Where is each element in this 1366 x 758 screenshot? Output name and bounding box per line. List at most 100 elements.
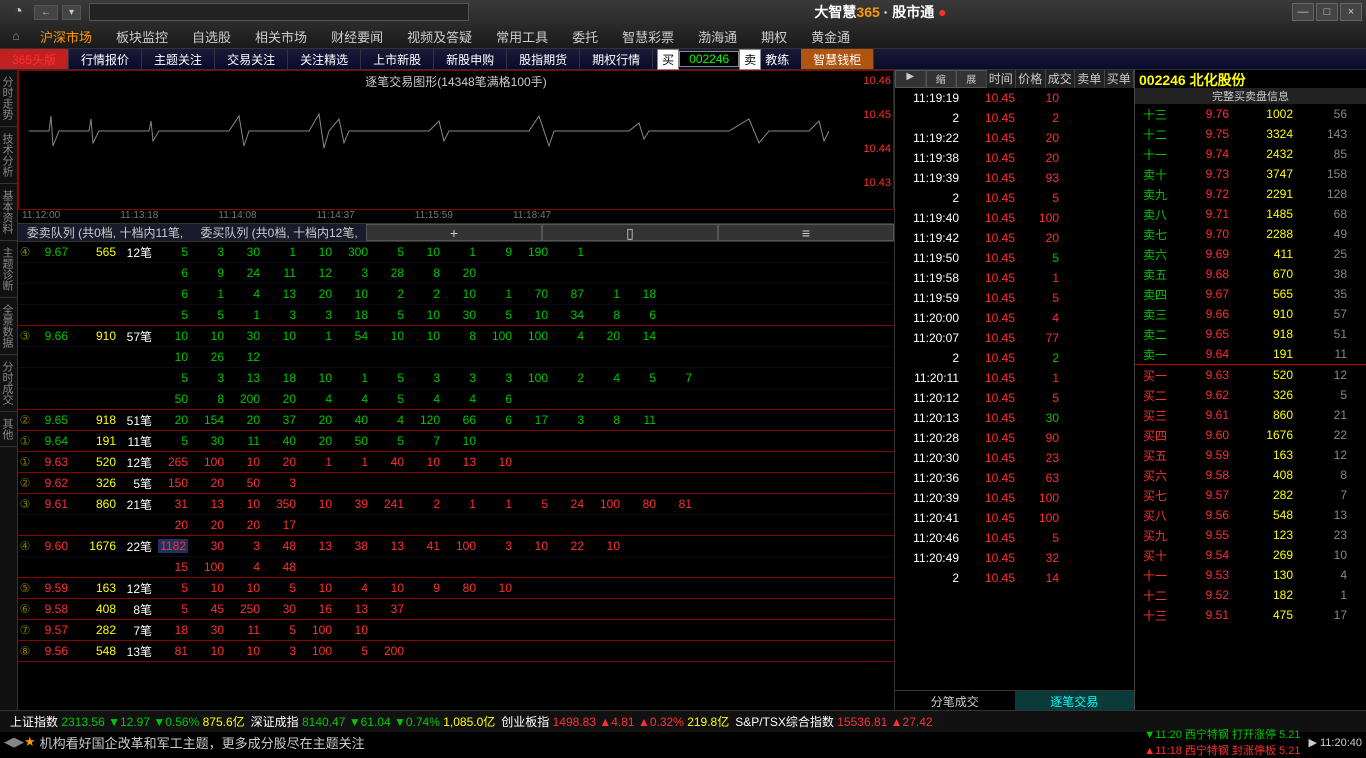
- queue-add-button[interactable]: +: [366, 224, 542, 241]
- grid-row: 69241112328820: [18, 263, 894, 284]
- menu-9[interactable]: 渤海通: [686, 27, 749, 46]
- index-item[interactable]: 创业板指 1498.83 ▲4.81 ▲0.32% 219.8亿: [495, 713, 729, 730]
- menu-5[interactable]: 视频及答疑: [395, 27, 484, 46]
- tool-2[interactable]: 主题关注: [142, 49, 215, 69]
- buy-level-row[interactable]: 十三9.5147517: [1135, 605, 1366, 625]
- buy-queue-label: 委买队列 (共0档, 十档内12笔, 43.3手/笔): [192, 224, 366, 241]
- trade-row: 11:19:5810.451: [895, 268, 1134, 288]
- trade-row: 11:19:3810.4520: [895, 148, 1134, 168]
- buy-level-row[interactable]: 十二9.521821: [1135, 585, 1366, 605]
- zoom-in-button[interactable]: 缩: [926, 70, 957, 88]
- tool-6[interactable]: 新股申购: [434, 49, 507, 69]
- stock-code-input[interactable]: [679, 51, 739, 67]
- sell-level-row[interactable]: 卖九9.722291128: [1135, 184, 1366, 204]
- sell-level-row[interactable]: 卖五9.6867038: [1135, 264, 1366, 284]
- trades-tab-detail[interactable]: 逐笔交易: [1015, 691, 1135, 710]
- trades-panel: ▶ 缩 展 时间 价格 成交 卖单 买单 11:19:1910.4510210.…: [894, 70, 1134, 710]
- menu-10[interactable]: 期权: [749, 27, 799, 46]
- vtab-5[interactable]: 分时成交: [0, 355, 17, 412]
- grid-row: ②9.6591851笔20154203720404120666173811: [18, 410, 894, 431]
- menu-0[interactable]: 沪深市场: [28, 27, 104, 46]
- trades-scroll-button[interactable]: ▶: [895, 70, 926, 88]
- index-item[interactable]: 深证成指 8140.47 ▼61.04 ▼0.74% 1,085.0亿: [245, 713, 496, 730]
- sell-level-row[interactable]: 卖三9.6691057: [1135, 304, 1366, 324]
- menu-4[interactable]: 财经要闻: [319, 27, 395, 46]
- buy-level-row[interactable]: 买一9.6352012: [1135, 365, 1366, 385]
- sell-level-row[interactable]: 十一9.74243285: [1135, 144, 1366, 164]
- news-alert-1: ▼11:20 西宁特钢 打开涨停 5.21: [1144, 726, 1300, 742]
- index-item[interactable]: S&P/TSX综合指数 15536.81 ▲27.42: [729, 713, 932, 730]
- grid-row: 20202017: [18, 515, 894, 536]
- menu-7[interactable]: 委托: [560, 27, 610, 46]
- back-button[interactable]: ←: [34, 5, 58, 20]
- buy-level-row[interactable]: 买五9.5916312: [1135, 445, 1366, 465]
- tool-0[interactable]: 365头版: [0, 49, 69, 69]
- tool-5[interactable]: 上市新股: [361, 49, 434, 69]
- toolbar: 365头版行情报价主题关注交易关注关注精选上市新股新股申购股指期货期权行情 买 …: [0, 48, 1366, 70]
- menu-1[interactable]: 板块监控: [104, 27, 180, 46]
- queue-menu-button[interactable]: ≡: [718, 224, 894, 241]
- app-logo-icon: ◔: [4, 3, 32, 21]
- trade-row: 11:19:4210.4520: [895, 228, 1134, 248]
- sell-level-row[interactable]: 卖四9.6756535: [1135, 284, 1366, 304]
- forward-button[interactable]: ▾: [62, 5, 81, 20]
- sell-level-row[interactable]: 卖十9.733747158: [1135, 164, 1366, 184]
- vtab-1[interactable]: 技术分析: [0, 127, 17, 184]
- trade-row: 210.455: [895, 188, 1134, 208]
- tick-chart[interactable]: 逐笔交易图形(14348笔满格100手) 10.4610.4510.4410.4…: [18, 70, 894, 210]
- menu-8[interactable]: 智慧彩票: [610, 27, 686, 46]
- buy-button[interactable]: 买: [657, 49, 679, 70]
- sell-level-row[interactable]: 卖七9.70228849: [1135, 224, 1366, 244]
- address-input[interactable]: [89, 3, 469, 21]
- sell-level-row[interactable]: 卖一9.6419111: [1135, 344, 1366, 364]
- wallet-tab[interactable]: 智慧钱柜: [801, 49, 874, 69]
- nav-left-icon[interactable]: ◀: [4, 734, 14, 750]
- sell-level-row[interactable]: 卖二9.6591851: [1135, 324, 1366, 344]
- trades-tab-tick[interactable]: 分笔成交: [895, 691, 1015, 710]
- maximize-button[interactable]: □: [1316, 3, 1338, 21]
- menu-11[interactable]: 黄金通: [799, 27, 862, 46]
- home-icon[interactable]: ⌂: [4, 29, 28, 43]
- buy-level-row[interactable]: 买六9.584088: [1135, 465, 1366, 485]
- buy-level-row[interactable]: 买三9.6186021: [1135, 405, 1366, 425]
- index-item[interactable]: 上证指数 2313.56 ▼12.97 ▼0.56% 875.6亿: [4, 713, 245, 730]
- sell-button[interactable]: 卖: [739, 49, 761, 70]
- grid-row: 50820020445446: [18, 389, 894, 410]
- buy-level-row[interactable]: 买九9.5512323: [1135, 525, 1366, 545]
- nav-right-icon[interactable]: ▶: [14, 734, 24, 750]
- menu-3[interactable]: 相关市场: [243, 27, 319, 46]
- vtab-0[interactable]: 分时走势: [0, 70, 17, 127]
- sell-level-row[interactable]: 十二9.753324143: [1135, 124, 1366, 144]
- trade-row: 11:20:4610.455: [895, 528, 1134, 548]
- zoom-out-button[interactable]: 展: [956, 70, 987, 88]
- queue-remove-button[interactable]: ▯: [542, 224, 718, 241]
- coach-label[interactable]: 教练: [761, 51, 793, 68]
- sell-level-row[interactable]: 十三9.76100256: [1135, 104, 1366, 124]
- tool-8[interactable]: 期权行情: [580, 49, 653, 69]
- menu-6[interactable]: 常用工具: [484, 27, 560, 46]
- minimize-button[interactable]: —: [1292, 3, 1314, 21]
- orderbook-subtitle: 完整买卖盘信息: [1135, 88, 1366, 104]
- buy-level-row[interactable]: 买四9.60167622: [1135, 425, 1366, 445]
- vtab-6[interactable]: 其他: [0, 412, 17, 447]
- sell-level-row[interactable]: 卖八9.71148568: [1135, 204, 1366, 224]
- buy-level-row[interactable]: 买二9.623265: [1135, 385, 1366, 405]
- tool-3[interactable]: 交易关注: [215, 49, 288, 69]
- buy-level-row[interactable]: 十一9.531304: [1135, 565, 1366, 585]
- vtab-3[interactable]: 主题诊断: [0, 241, 17, 298]
- buy-level-row[interactable]: 买七9.572827: [1135, 485, 1366, 505]
- vtab-2[interactable]: 基本资料: [0, 184, 17, 241]
- buy-level-row[interactable]: 买十9.5426910: [1135, 545, 1366, 565]
- tool-4[interactable]: 关注精选: [288, 49, 361, 69]
- news-ticker[interactable]: 机构看好国企改革和军工主题，更多成分股尽在主题关注: [40, 733, 365, 752]
- tool-7[interactable]: 股指期货: [507, 49, 580, 69]
- buy-level-row[interactable]: 买八9.5654813: [1135, 505, 1366, 525]
- price-label: 10.44: [863, 143, 891, 155]
- sell-level-row[interactable]: 卖六9.6941125: [1135, 244, 1366, 264]
- clock: ▶ 11:20:40: [1308, 736, 1362, 749]
- order-queue-grid: ④9.6756512笔53301103005101919016924111232…: [18, 242, 894, 710]
- tool-1[interactable]: 行情报价: [69, 49, 142, 69]
- menu-2[interactable]: 自选股: [180, 27, 243, 46]
- vtab-4[interactable]: 全景数据: [0, 298, 17, 355]
- close-button[interactable]: ×: [1340, 3, 1362, 21]
